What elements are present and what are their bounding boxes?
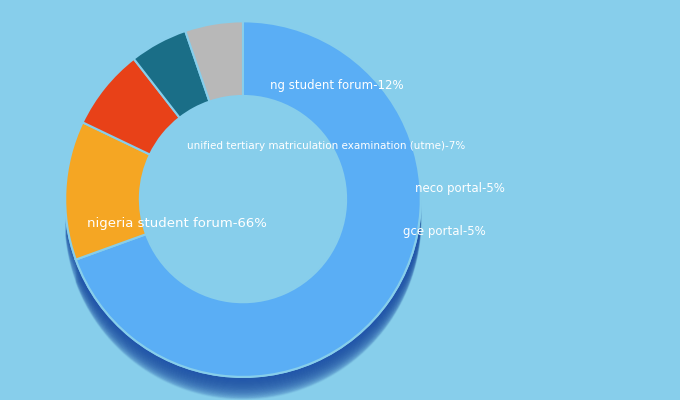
Polygon shape xyxy=(76,208,421,386)
Wedge shape xyxy=(75,21,421,377)
Polygon shape xyxy=(66,227,420,396)
Polygon shape xyxy=(76,214,421,392)
Polygon shape xyxy=(66,211,420,380)
Polygon shape xyxy=(76,203,421,381)
Wedge shape xyxy=(75,21,421,377)
Polygon shape xyxy=(76,215,421,393)
Polygon shape xyxy=(76,213,421,390)
Polygon shape xyxy=(66,210,420,379)
Polygon shape xyxy=(76,218,421,396)
Text: nigeria student forum-66%: nigeria student forum-66% xyxy=(87,218,267,230)
Polygon shape xyxy=(76,210,421,388)
Polygon shape xyxy=(66,217,420,385)
Wedge shape xyxy=(185,21,243,102)
Wedge shape xyxy=(65,122,150,260)
Text: ng student forum-12%: ng student forum-12% xyxy=(271,79,404,92)
Wedge shape xyxy=(83,59,180,154)
Polygon shape xyxy=(66,218,420,386)
Polygon shape xyxy=(66,226,420,395)
Polygon shape xyxy=(76,202,421,379)
Polygon shape xyxy=(76,209,421,387)
Polygon shape xyxy=(66,216,420,384)
Wedge shape xyxy=(134,31,209,118)
Text: gce portal-5%: gce portal-5% xyxy=(403,225,486,238)
Polygon shape xyxy=(66,223,420,392)
Text: neco portal-5%: neco portal-5% xyxy=(415,182,505,195)
Polygon shape xyxy=(76,219,421,397)
Polygon shape xyxy=(66,221,420,390)
Polygon shape xyxy=(66,225,420,394)
Text: unified tertiary matriculation examination (utme)-7%: unified tertiary matriculation examinati… xyxy=(188,141,466,151)
Polygon shape xyxy=(76,212,421,389)
Polygon shape xyxy=(66,230,420,398)
Polygon shape xyxy=(66,214,420,382)
Polygon shape xyxy=(66,212,420,381)
Polygon shape xyxy=(76,206,421,384)
Polygon shape xyxy=(76,220,421,398)
Polygon shape xyxy=(76,200,421,378)
Polygon shape xyxy=(66,228,420,397)
Polygon shape xyxy=(66,224,420,393)
Wedge shape xyxy=(134,31,209,118)
Polygon shape xyxy=(66,214,420,383)
Polygon shape xyxy=(76,216,421,394)
Polygon shape xyxy=(76,222,421,399)
Polygon shape xyxy=(66,209,420,378)
Wedge shape xyxy=(65,122,150,260)
Polygon shape xyxy=(66,219,420,388)
Wedge shape xyxy=(83,59,180,154)
Polygon shape xyxy=(66,222,420,391)
Polygon shape xyxy=(76,204,421,382)
Polygon shape xyxy=(66,220,420,388)
Polygon shape xyxy=(76,205,421,383)
Wedge shape xyxy=(185,21,243,102)
